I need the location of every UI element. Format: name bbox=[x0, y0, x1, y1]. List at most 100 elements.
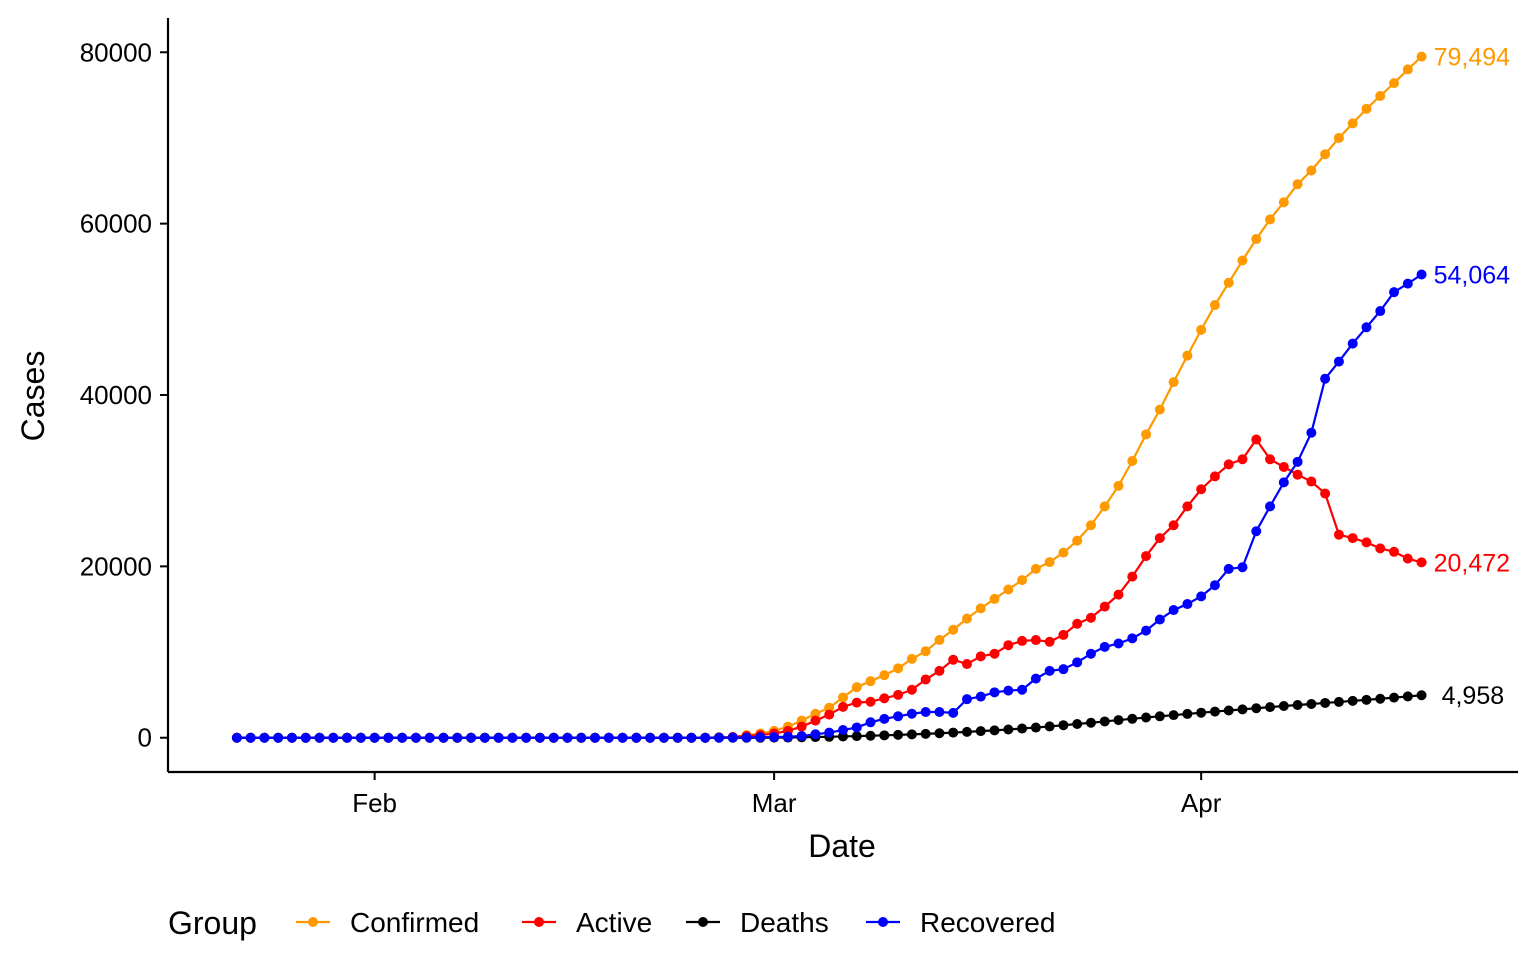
data-point bbox=[1085, 520, 1096, 531]
data-point bbox=[961, 694, 972, 705]
data-point bbox=[989, 648, 1000, 659]
data-point bbox=[810, 729, 821, 740]
data-point bbox=[576, 732, 587, 743]
data-point bbox=[906, 729, 917, 740]
data-point bbox=[1347, 118, 1358, 129]
y-tick-label: 0 bbox=[138, 723, 152, 753]
data-point bbox=[796, 731, 807, 742]
data-point bbox=[989, 593, 1000, 604]
data-point bbox=[658, 732, 669, 743]
data-point bbox=[1182, 599, 1193, 610]
data-point bbox=[1058, 664, 1069, 675]
series-recovered bbox=[231, 269, 1427, 743]
data-point bbox=[1306, 476, 1317, 487]
legend-title: Group bbox=[168, 905, 257, 941]
data-point bbox=[989, 725, 1000, 736]
data-point bbox=[879, 693, 890, 704]
data-point bbox=[397, 732, 408, 743]
plot-series bbox=[231, 51, 1427, 743]
data-point bbox=[1072, 618, 1083, 629]
data-point bbox=[273, 732, 284, 743]
data-point bbox=[1003, 724, 1014, 735]
data-point bbox=[1168, 605, 1179, 616]
data-point bbox=[1361, 103, 1372, 114]
data-point bbox=[231, 732, 242, 743]
data-point bbox=[1251, 526, 1262, 537]
data-point bbox=[1030, 635, 1041, 646]
data-point bbox=[1113, 715, 1124, 726]
data-point bbox=[1265, 214, 1276, 225]
data-point bbox=[1375, 306, 1386, 317]
data-point bbox=[1389, 546, 1400, 557]
data-point bbox=[507, 732, 518, 743]
data-point bbox=[1127, 633, 1138, 644]
end-label-deaths: 4,958 bbox=[1442, 682, 1505, 710]
data-point bbox=[1237, 704, 1248, 715]
data-point bbox=[1402, 278, 1413, 289]
data-point bbox=[755, 732, 766, 743]
data-point bbox=[1044, 721, 1055, 732]
data-point bbox=[1237, 255, 1248, 266]
x-tick-label: Apr bbox=[1181, 788, 1222, 818]
data-point bbox=[1375, 693, 1386, 704]
data-point bbox=[1389, 287, 1400, 298]
data-point bbox=[810, 708, 821, 719]
data-point bbox=[1223, 277, 1234, 288]
data-point bbox=[1306, 165, 1317, 176]
data-point bbox=[1292, 700, 1303, 710]
y-axis-title: Cases bbox=[15, 351, 51, 442]
data-point bbox=[1375, 90, 1386, 101]
end-label-active: 20,472 bbox=[1434, 549, 1510, 577]
data-point bbox=[410, 732, 421, 743]
data-point bbox=[1182, 501, 1193, 512]
legend-items: Confirmed Active Deaths Recovered bbox=[296, 907, 1055, 938]
data-point bbox=[975, 651, 986, 662]
legend: Group Confirmed Active Deaths Recovered bbox=[168, 905, 1055, 941]
y-tick-label: 80000 bbox=[80, 37, 152, 67]
data-point bbox=[342, 732, 353, 743]
data-point bbox=[975, 726, 986, 737]
data-point bbox=[1416, 690, 1427, 701]
data-point bbox=[1154, 404, 1165, 415]
data-point bbox=[1389, 692, 1400, 703]
y-tick-label: 60000 bbox=[80, 209, 152, 239]
data-point bbox=[1416, 269, 1427, 280]
data-point bbox=[1196, 707, 1207, 718]
x-axis-title: Date bbox=[808, 828, 876, 864]
data-point bbox=[1072, 657, 1083, 668]
x-ticks: Feb Mar Apr bbox=[352, 772, 1222, 818]
data-point bbox=[300, 732, 311, 743]
data-point bbox=[796, 721, 807, 732]
data-point bbox=[782, 731, 793, 742]
data-point bbox=[961, 659, 972, 670]
data-point bbox=[562, 732, 573, 743]
y-tick-label: 40000 bbox=[80, 380, 152, 410]
data-point bbox=[1030, 673, 1041, 684]
data-point bbox=[906, 653, 917, 664]
data-point bbox=[824, 702, 835, 713]
data-point bbox=[1017, 723, 1028, 734]
legend-swatch-point bbox=[698, 917, 708, 927]
data-point bbox=[1141, 625, 1152, 636]
data-point bbox=[466, 732, 477, 743]
data-point bbox=[920, 707, 931, 718]
data-point bbox=[686, 732, 697, 743]
data-point bbox=[1085, 648, 1096, 659]
data-point bbox=[1278, 197, 1289, 208]
data-point bbox=[1292, 469, 1303, 480]
data-point bbox=[1333, 356, 1344, 367]
end-labels: 79,494 20,472 4,958 54,064 bbox=[1434, 44, 1511, 711]
data-point bbox=[1058, 629, 1069, 640]
data-point bbox=[824, 727, 835, 738]
data-point bbox=[1251, 234, 1262, 245]
data-point bbox=[1265, 702, 1276, 713]
data-point bbox=[934, 635, 945, 646]
data-point bbox=[1017, 575, 1028, 586]
data-point bbox=[1320, 488, 1331, 499]
data-point bbox=[1196, 324, 1207, 335]
data-point bbox=[617, 732, 628, 743]
legend-item-deaths: Deaths bbox=[686, 907, 829, 938]
data-point bbox=[893, 711, 904, 722]
